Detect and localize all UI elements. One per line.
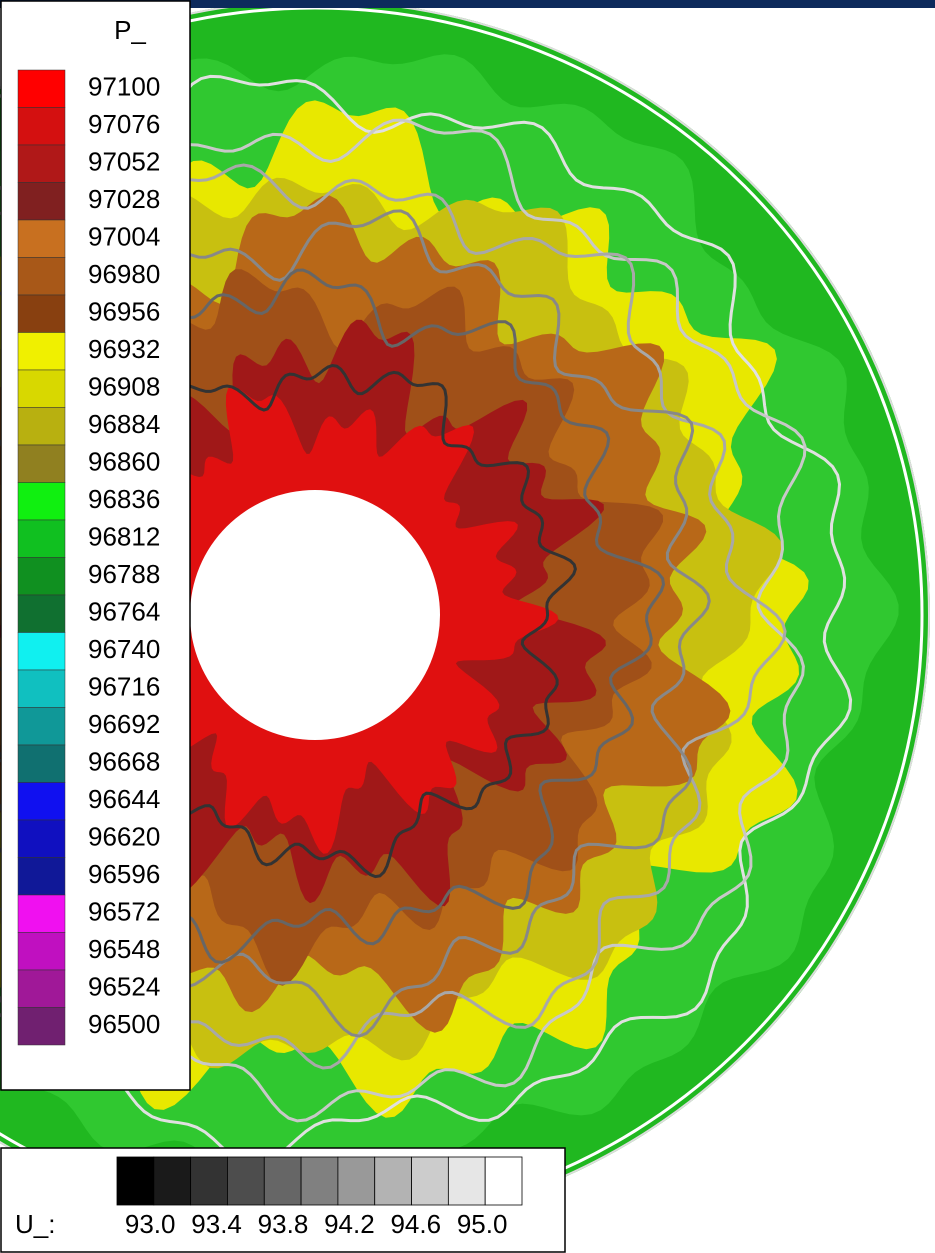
line-legend-swatch <box>485 1157 522 1205</box>
colorbar-swatch <box>18 970 65 1008</box>
screen: P_ U_: 97100 97076 97052 97028 97004 96980 969… <box>0 0 935 1253</box>
colorbar-label: 96764 <box>88 597 160 627</box>
colorbar-swatch <box>18 895 65 933</box>
line-legend-swatch <box>191 1157 228 1205</box>
colorbar-swatch <box>18 708 65 746</box>
colorbar-swatch <box>18 295 65 333</box>
colorbar-label: 96644 <box>88 784 160 814</box>
colorbar-label: 97100 <box>88 72 160 102</box>
colorbar-title: P_ <box>114 15 146 45</box>
colorbar-label: 96620 <box>88 822 160 852</box>
colorbar-label: 96548 <box>88 934 160 964</box>
colorbar-swatch <box>18 333 65 371</box>
colorbar-label: 96836 <box>88 484 160 514</box>
line-legend-tick: 93.0 <box>125 1209 176 1239</box>
colorbar-label: 96956 <box>88 297 160 327</box>
colorbar-label: 97028 <box>88 184 160 214</box>
colorbar-swatch <box>18 445 65 483</box>
colorbar-swatch <box>18 595 65 633</box>
line-legend-swatch <box>154 1157 191 1205</box>
colorbar-label: 96980 <box>88 259 160 289</box>
line-legend-label: U_: <box>15 1209 55 1239</box>
colorbar-label: 97004 <box>88 222 160 252</box>
line-legend-swatch <box>301 1157 338 1205</box>
line-legend-tick: 94.6 <box>390 1209 441 1239</box>
colorbar-label: 96812 <box>88 522 160 552</box>
colorbar-swatch <box>18 1008 65 1046</box>
colorbar-swatch <box>18 220 65 258</box>
colorbar-label: 96860 <box>88 447 160 477</box>
colorbar-swatch <box>18 520 65 558</box>
line-legend-swatch <box>264 1157 301 1205</box>
colorbar-label: 96908 <box>88 372 160 402</box>
colorbar-label: 96740 <box>88 634 160 664</box>
colorbar-swatch <box>18 70 65 108</box>
line-legend-swatch <box>412 1157 449 1205</box>
colorbar-label: 97052 <box>88 147 160 177</box>
colorbar-label: 96572 <box>88 897 160 927</box>
colorbar-swatch <box>18 145 65 183</box>
colorbar-swatch <box>18 483 65 521</box>
line-legend-tick: 93.4 <box>191 1209 242 1239</box>
line-legend-tick: 94.2 <box>324 1209 375 1239</box>
colorbar-swatch <box>18 633 65 671</box>
line-legend-swatch <box>227 1157 264 1205</box>
colorbar-swatch <box>18 370 65 408</box>
colorbar-swatch <box>18 408 65 446</box>
colorbar-label: 96692 <box>88 709 160 739</box>
colorbar-swatch <box>18 108 65 146</box>
colorbar-swatch <box>18 783 65 821</box>
colorbar-label: 96500 <box>88 1009 160 1039</box>
colorbar-label: 96596 <box>88 859 160 889</box>
line-legend-tick: 93.8 <box>258 1209 309 1239</box>
colorbar-label: 96788 <box>88 559 160 589</box>
colorbar-swatch <box>18 183 65 221</box>
colorbar-label: 97076 <box>88 109 160 139</box>
hole <box>190 490 440 740</box>
colorbar-label: 96932 <box>88 334 160 364</box>
colorbar-label: 96524 <box>88 972 160 1002</box>
colorbar-swatch <box>18 933 65 971</box>
line-legend-tick: 95.0 <box>457 1209 508 1239</box>
colorbar-swatch <box>18 820 65 858</box>
line-legend-swatch <box>448 1157 485 1205</box>
colorbar-swatch <box>18 858 65 896</box>
line-legend-swatch <box>375 1157 412 1205</box>
colorbar-label: 96716 <box>88 672 160 702</box>
colorbar-swatch <box>18 745 65 783</box>
colorbar-label: 96884 <box>88 409 160 439</box>
colorbar-swatch <box>18 558 65 596</box>
colorbar-label: 96668 <box>88 747 160 777</box>
colorbar-swatch <box>18 670 65 708</box>
colorbar-swatch <box>18 258 65 296</box>
line-legend-swatch <box>338 1157 375 1205</box>
line-legend-swatch <box>117 1157 154 1205</box>
